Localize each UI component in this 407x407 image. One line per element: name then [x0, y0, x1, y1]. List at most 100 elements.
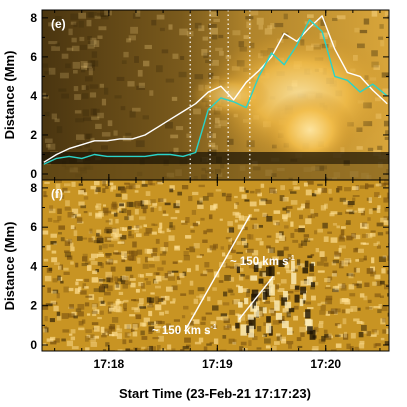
texture-cell — [43, 328, 47, 333]
texture-cell — [126, 209, 132, 216]
texture-cell — [159, 222, 163, 229]
texture-cell — [112, 228, 120, 235]
texture-cell — [203, 52, 209, 59]
texture-cell — [135, 288, 140, 293]
texture-cell — [158, 335, 164, 342]
texture-cell — [149, 90, 154, 96]
texture-cell — [260, 198, 268, 202]
texture-cell — [325, 295, 333, 301]
texture-cell — [334, 323, 340, 326]
texture-cell — [257, 325, 262, 332]
texture-cell — [97, 316, 102, 320]
texture-cell — [114, 276, 119, 281]
streak-cell — [262, 307, 267, 314]
texture-cell — [317, 261, 324, 266]
texture-cell — [130, 328, 135, 333]
texture-cell — [84, 335, 89, 342]
texture-cell — [347, 259, 352, 263]
texture-cell — [90, 108, 97, 116]
texture-cell — [266, 235, 272, 238]
texture-cell — [354, 234, 361, 240]
streak-cell — [265, 323, 272, 334]
texture-cell — [377, 205, 381, 209]
texture-cell — [368, 208, 373, 215]
texture-cell — [192, 191, 199, 196]
texture-cell — [169, 188, 174, 193]
texture-cell — [122, 208, 127, 214]
texture-cell — [56, 292, 60, 299]
texture-cell — [225, 236, 231, 240]
texture-cell — [120, 251, 127, 258]
texture-cell — [135, 314, 142, 320]
texture-cell — [125, 349, 133, 351]
texture-cell — [55, 42, 60, 48]
texture-cell — [44, 327, 49, 333]
texture-cell — [273, 210, 281, 214]
texture-cell — [156, 328, 161, 333]
texture-cell — [280, 316, 285, 322]
texture-cell — [115, 282, 120, 288]
texture-cell — [103, 328, 109, 334]
texture-cell — [270, 297, 276, 303]
texture-cell — [122, 193, 128, 200]
texture-cell — [310, 208, 314, 214]
texture-cell — [222, 302, 230, 306]
texture-cell — [240, 237, 246, 242]
texture-cell — [137, 273, 141, 278]
texture-cell — [102, 243, 108, 249]
texture-cell — [159, 27, 165, 32]
texture-cell — [263, 300, 271, 304]
streak-cell — [299, 298, 304, 307]
texture-cell — [196, 295, 203, 298]
texture-cell — [63, 183, 71, 187]
texture-cell — [133, 299, 140, 302]
texture-cell — [324, 278, 331, 283]
texture-cell — [286, 269, 294, 274]
texture-cell — [341, 309, 346, 314]
texture-cell — [91, 277, 99, 283]
texture-cell — [75, 118, 85, 123]
texture-cell — [156, 14, 165, 20]
texture-cell — [212, 287, 217, 291]
texture-cell — [294, 265, 299, 270]
texture-cell — [239, 186, 245, 192]
texture-cell — [276, 271, 280, 275]
texture-cell — [205, 59, 213, 64]
texture-cell — [209, 245, 217, 251]
texture-cell — [240, 273, 245, 277]
texture-cell — [107, 301, 114, 305]
texture-cell — [169, 185, 175, 190]
texture-cell — [313, 326, 319, 332]
texture-cell — [101, 132, 111, 137]
streak-cell — [288, 307, 295, 313]
texture-cell — [284, 262, 290, 269]
texture-cell — [189, 280, 194, 286]
texture-cell — [206, 228, 213, 233]
texture-cell — [128, 35, 136, 41]
texture-cell — [361, 324, 367, 331]
texture-cell — [88, 231, 93, 234]
texture-cell — [280, 185, 286, 191]
texture-cell — [372, 207, 378, 211]
texture-cell — [71, 45, 80, 52]
texture-cell — [89, 228, 93, 234]
texture-cell — [129, 110, 136, 118]
texture-cell — [49, 205, 54, 211]
texture-cell — [84, 261, 91, 265]
texture-cell — [279, 235, 285, 241]
texture-cell — [51, 257, 58, 263]
texture-cell — [65, 63, 71, 69]
panel-f-difference-map — [42, 180, 389, 351]
texture-cell — [194, 341, 202, 345]
texture-cell — [300, 280, 308, 286]
texture-cell — [125, 132, 132, 140]
texture-cell — [318, 320, 324, 324]
texture-cell — [372, 281, 378, 286]
texture-cell — [103, 212, 109, 216]
texture-cell — [115, 218, 119, 224]
texture-cell — [219, 50, 224, 56]
texture-cell — [327, 231, 332, 234]
panel-e-tag: (e) — [51, 17, 66, 31]
texture-cell — [124, 216, 130, 221]
texture-cell — [95, 123, 102, 130]
